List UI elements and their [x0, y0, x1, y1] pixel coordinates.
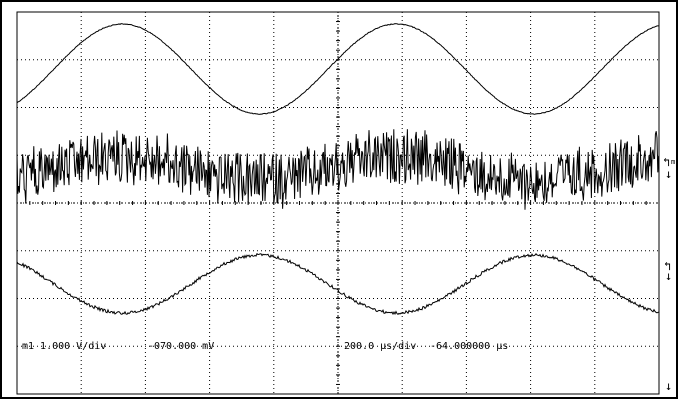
m1-marker[interactable]: ↰	[663, 156, 670, 168]
bracket-arrow-icon: ↰	[664, 259, 672, 273]
bracket-arrow-icon: ↰	[663, 155, 671, 169]
trace-middle-noise	[16, 129, 660, 210]
trace-bottom-sine	[16, 252, 660, 316]
m1-down-arrow-icon: ↓	[665, 167, 673, 181]
ref-marker[interactable]: ↰	[664, 260, 671, 272]
m1-marker-label: m1	[671, 158, 678, 166]
graticule	[16, 11, 660, 395]
timebase-delay-readout: -64.000000 µs	[430, 341, 509, 352]
channel-offset-readout: -070.000 mV	[148, 341, 215, 352]
bottom-down-arrow-icon[interactable]: ↓	[665, 379, 673, 393]
waveform-traces	[16, 23, 660, 316]
trace-top-sine	[16, 23, 659, 115]
channel-scale-readout: m1 1.000 V/div	[22, 341, 107, 352]
timebase-scale-readout: 200.0 µs/div	[344, 341, 417, 352]
ref-down-arrow-icon: ↓	[665, 269, 673, 283]
